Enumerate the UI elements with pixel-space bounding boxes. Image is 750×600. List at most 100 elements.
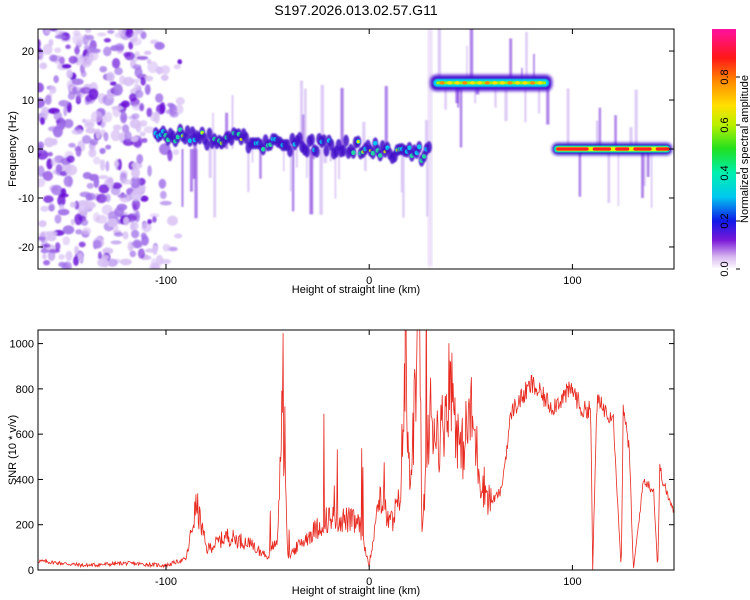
streak <box>323 149 327 164</box>
noise-blob <box>76 41 83 47</box>
noise-blob <box>40 117 45 125</box>
tone-highlight <box>260 146 266 152</box>
noise-blob <box>88 148 97 158</box>
noise-blob <box>44 29 51 35</box>
noise-blob <box>144 75 154 82</box>
heatmap-shifted-tone <box>430 74 553 91</box>
streak <box>504 82 508 122</box>
noise-blob <box>105 193 111 203</box>
tone-highlight <box>421 153 427 159</box>
noise-blob <box>134 51 141 62</box>
tone-peak <box>200 131 204 135</box>
noise-blob <box>74 146 80 152</box>
noise-blob <box>140 77 146 86</box>
noise-blob <box>123 216 130 226</box>
streak <box>189 149 194 192</box>
noise-blob <box>147 61 159 74</box>
noise-blob <box>61 63 72 69</box>
noise-blob <box>107 29 115 34</box>
noise-blob <box>54 47 62 54</box>
noise-blob <box>140 232 147 240</box>
streak <box>247 149 250 193</box>
noise-blob <box>93 156 101 165</box>
noise-blob <box>110 129 121 142</box>
streak <box>646 149 650 177</box>
streak <box>304 88 307 149</box>
noise-blob <box>155 93 164 103</box>
noise-blob <box>136 55 149 60</box>
streak <box>598 107 602 149</box>
streak <box>641 149 644 199</box>
noise-blob <box>74 126 81 131</box>
noise-blob <box>155 104 166 115</box>
noise-blob <box>95 128 101 140</box>
colorbar: 0.0 0.2 0.4 0.6 0.8 Normalized spectral ampl… <box>712 29 750 277</box>
noise-blob <box>57 194 66 207</box>
noise-blob <box>110 240 122 245</box>
noise-blob <box>82 227 92 235</box>
noise-blob <box>159 200 172 206</box>
noise-blob <box>43 259 51 266</box>
noise-blob <box>73 255 79 266</box>
noise-blob <box>147 165 152 177</box>
noise-blob <box>160 74 169 81</box>
y-tick-label: 800 <box>16 384 34 396</box>
noise-blob <box>117 158 122 171</box>
snr-frame <box>37 329 675 571</box>
y-tick-label: 0 <box>28 144 34 156</box>
noise-blob <box>103 38 112 43</box>
tone-blob <box>425 141 432 154</box>
noise-blob <box>107 258 118 267</box>
noise-blob <box>70 218 75 226</box>
noise-blob <box>121 124 130 133</box>
streak <box>469 29 474 83</box>
noise-blob <box>106 93 115 100</box>
streak <box>424 120 429 149</box>
tone-highlight <box>373 140 378 146</box>
noise-blob <box>75 229 83 235</box>
noise-blob <box>149 213 160 218</box>
noise-blob <box>122 231 129 240</box>
noise-blob <box>71 128 84 135</box>
x-tick-label: -100 <box>155 275 177 287</box>
noise-blob <box>54 34 67 39</box>
y-tick-label: 200 <box>16 520 34 532</box>
tone-blob <box>184 125 191 138</box>
noise-blob <box>120 258 132 266</box>
noise-blob <box>167 149 173 162</box>
noise-blob <box>74 213 83 226</box>
noise-blob <box>139 120 148 127</box>
noise-blob <box>39 62 48 70</box>
streak <box>607 149 611 203</box>
noise-blob <box>38 236 46 241</box>
x-tick-label: 100 <box>563 576 581 588</box>
tone-blob <box>304 145 311 158</box>
noise-blob <box>95 193 108 204</box>
tone-highlight <box>407 145 412 151</box>
noise-blob <box>49 85 57 94</box>
streak <box>400 149 403 193</box>
streak <box>208 149 212 178</box>
noise-blob <box>47 249 56 261</box>
figure-title: S197.2026.013.02.57.G11 <box>274 2 437 18</box>
streak <box>614 115 617 149</box>
x-tick-label: 0 <box>366 576 372 588</box>
noise-blob <box>139 131 146 137</box>
streak <box>319 149 323 215</box>
streak <box>566 88 570 149</box>
shifted-tone-peak <box>537 81 543 85</box>
noise-blob <box>44 94 52 105</box>
noise-blob <box>63 118 74 129</box>
streak <box>437 29 441 83</box>
noise-blob <box>43 243 51 248</box>
noise-blob <box>112 124 122 131</box>
noise-blob <box>49 29 58 32</box>
shifted-tone-peak <box>499 81 505 85</box>
noise-blob <box>69 201 76 208</box>
noise-blob <box>62 225 75 235</box>
streak <box>362 121 366 149</box>
streak <box>300 80 303 149</box>
noise-blob <box>122 76 135 87</box>
streak <box>634 89 638 149</box>
noise-blob <box>49 54 58 62</box>
